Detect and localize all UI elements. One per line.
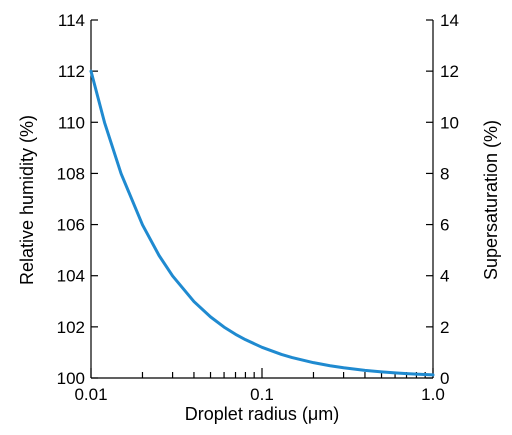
x-tick-label: 0.01 bbox=[74, 385, 107, 404]
right-y-tick-label: 12 bbox=[440, 62, 459, 81]
right-y-tick-label: 10 bbox=[440, 113, 459, 132]
x-axis-label: Droplet radius (μm) bbox=[185, 404, 339, 424]
right-y-tick-label: 4 bbox=[440, 267, 449, 286]
x-tick-label: 0.1 bbox=[250, 385, 274, 404]
right-y-axis-label: Supersaturation (%) bbox=[481, 120, 501, 280]
x-tick-label: 1.0 bbox=[421, 385, 445, 404]
left-y-tick-label: 102 bbox=[57, 318, 85, 337]
left-y-tick-label: 108 bbox=[57, 164, 85, 183]
left-y-tick-label: 110 bbox=[58, 113, 85, 132]
series-group bbox=[89, 69, 435, 377]
left-y-tick-label: 106 bbox=[57, 216, 85, 235]
left-y-axis-label: Relative humidity (%) bbox=[17, 115, 37, 285]
left-y-tick-label: 114 bbox=[58, 11, 85, 30]
left-y-tick-label: 100 bbox=[57, 369, 85, 388]
right-y-tick-label: 14 bbox=[440, 11, 459, 30]
right-y-tick-label: 0 bbox=[440, 369, 449, 388]
right-y-tick-label: 8 bbox=[440, 164, 449, 183]
right-y-tick-label: 2 bbox=[440, 318, 449, 337]
relative-humidity-curve bbox=[89, 69, 435, 377]
right-y-tick-label: 6 bbox=[440, 216, 449, 235]
right-y-ticks: 0 2 4 6 8 10 12 14 bbox=[426, 11, 459, 388]
left-y-tick-label: 104 bbox=[57, 267, 85, 286]
left-y-tick-label: 112 bbox=[58, 62, 85, 81]
left-y-ticks: 100 102 104 106 108 110 112 114 bbox=[57, 11, 98, 388]
